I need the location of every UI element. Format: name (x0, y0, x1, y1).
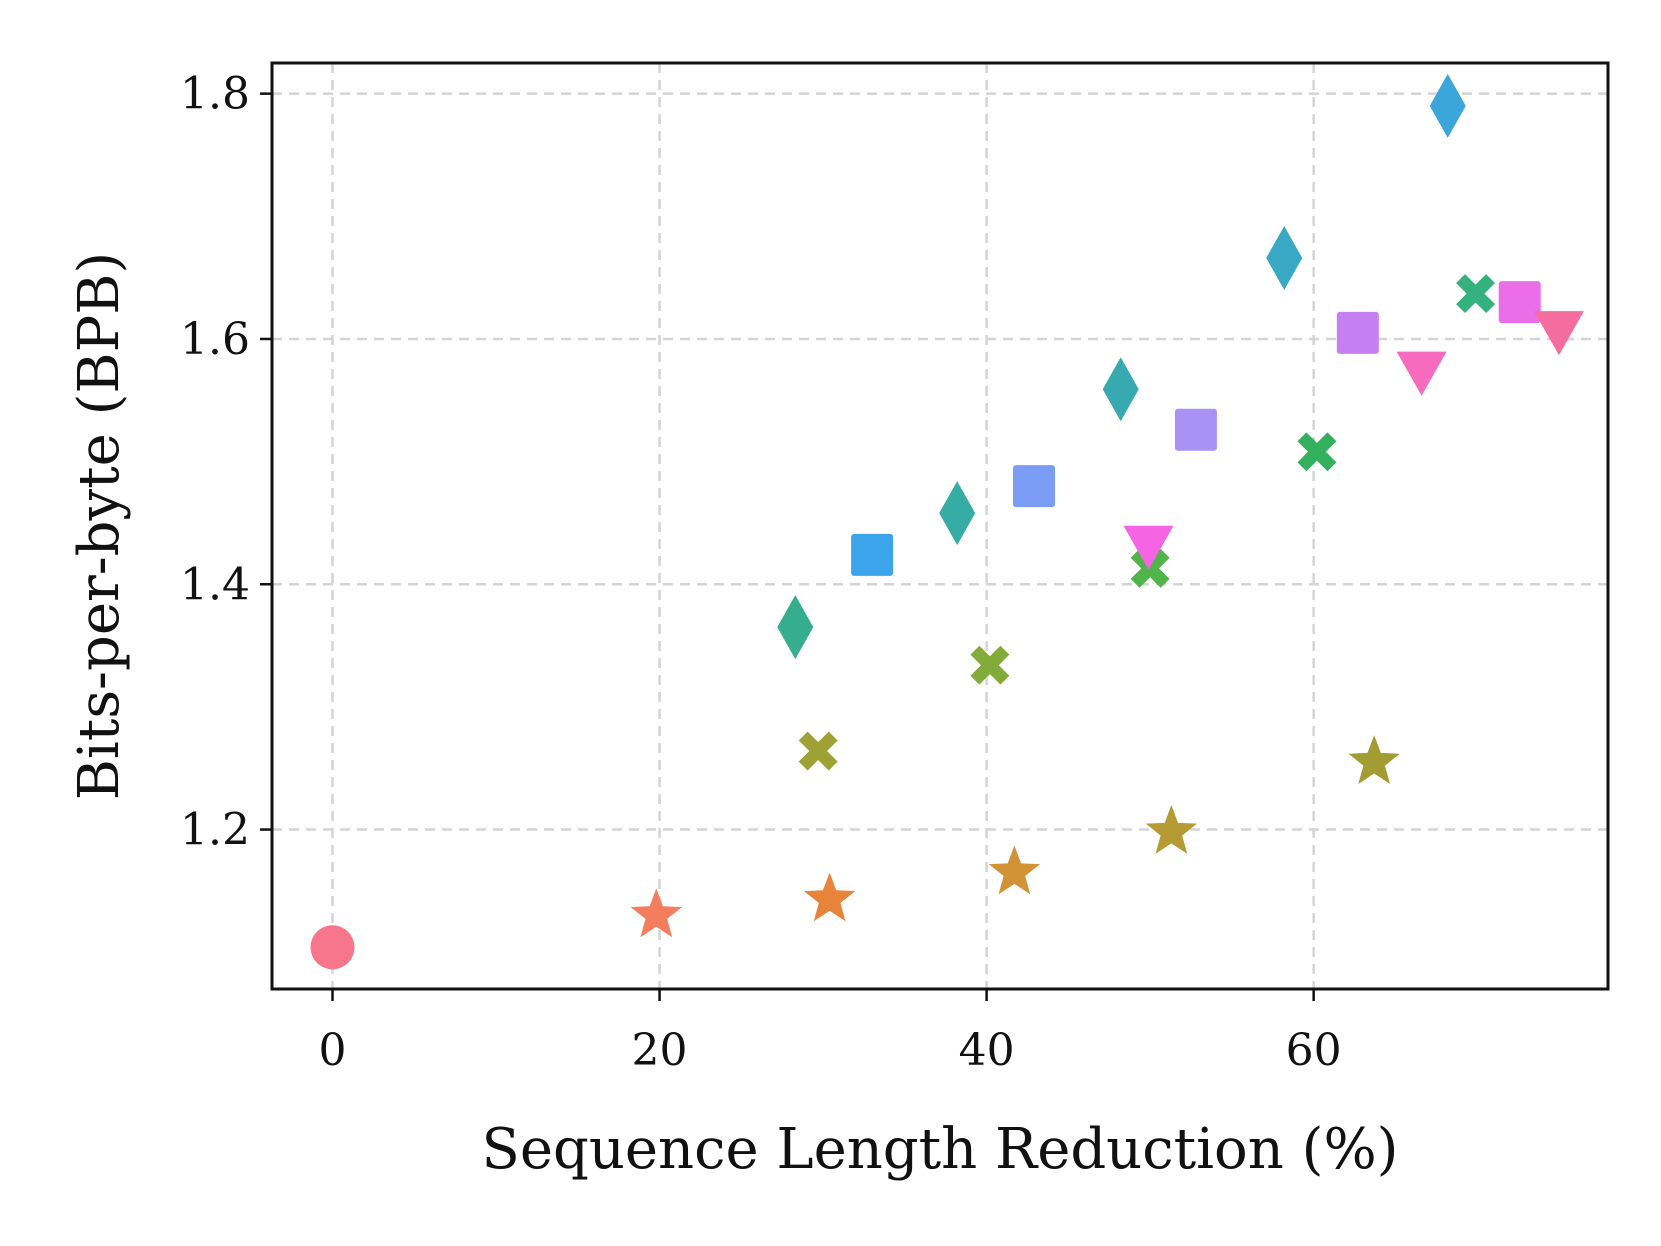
triangle-down-point (1396, 351, 1447, 396)
star-point (630, 888, 682, 938)
y-tick-label: 1.6 (180, 314, 250, 365)
x-point (1456, 274, 1495, 314)
diamond-point (1266, 226, 1303, 291)
plot-area-frame (270, 61, 1610, 991)
x-tick-label: 0 (319, 1025, 347, 1076)
x-point (798, 731, 838, 771)
x-point (1297, 432, 1337, 472)
star-point (1348, 735, 1400, 784)
y-axis-label: Bits-per-byte (BPB) (67, 252, 132, 801)
x-tick-label: 40 (959, 1025, 1015, 1076)
axis-ticks: 0 20 40 60 1.2 1.4 1.6 1.8 (180, 69, 1342, 1076)
diamond-point (939, 481, 976, 546)
star-point (803, 872, 856, 922)
circle-point (310, 925, 355, 970)
x-tick-label: 60 (1286, 1025, 1342, 1076)
y-tick-label: 1.4 (180, 559, 250, 610)
data-points (310, 73, 1584, 970)
star-point (1145, 805, 1198, 854)
square-point (1336, 311, 1379, 354)
x-axis-label: Sequence Length Reduction (%) (481, 1117, 1398, 1182)
square-point (1174, 408, 1217, 451)
x-point (1130, 548, 1170, 588)
x-tick-label: 20 (632, 1025, 688, 1076)
triangle-down-point (1123, 525, 1174, 570)
star-point (988, 845, 1041, 895)
y-tick-label: 1.2 (180, 805, 250, 856)
diamond-point (777, 595, 814, 660)
grid (272, 63, 1608, 989)
square-point (1013, 465, 1056, 508)
x-point (970, 645, 1010, 685)
square-point (1498, 281, 1541, 324)
square-point (851, 533, 894, 576)
diamond-point (1429, 73, 1466, 138)
diamond-point (1102, 357, 1139, 422)
triangle-down-point (1533, 311, 1584, 356)
y-tick-label: 1.8 (180, 69, 250, 120)
